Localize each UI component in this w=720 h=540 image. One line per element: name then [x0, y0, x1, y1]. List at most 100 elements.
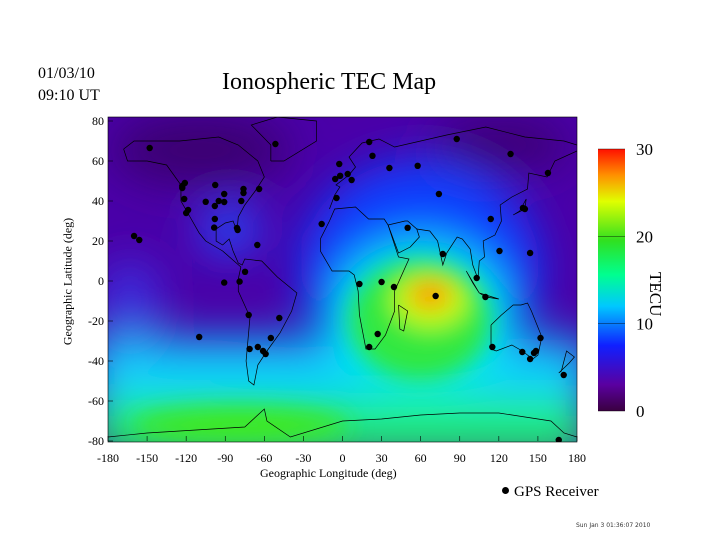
- gps-receiver-point: [348, 176, 355, 184]
- colorbar: [598, 149, 625, 411]
- coastline: [320, 206, 410, 350]
- gps-receiver-point: [507, 150, 514, 158]
- colorbar-tick-label: 0: [636, 402, 645, 421]
- y-tick-label: -40: [88, 354, 104, 368]
- gps-receiver-point: [130, 232, 138, 240]
- gps-receiver-point: [432, 292, 439, 300]
- coastline: [387, 220, 420, 254]
- gps-receiver-point: [414, 162, 421, 169]
- gps-receiver-point: [179, 184, 186, 192]
- y-tick-label: 60: [92, 154, 104, 168]
- gps-receiver-point: [374, 330, 381, 338]
- gps-receiver-point: [344, 170, 351, 178]
- gps-receiver-point: [238, 197, 245, 205]
- gps-receiver-point: [532, 347, 540, 355]
- gps-receiver-point: [336, 160, 343, 168]
- gps-receiver-point: [181, 195, 188, 203]
- x-tick-label: 120: [490, 451, 508, 465]
- gps-receiver-point: [336, 172, 344, 179]
- gps-receiver-point: [254, 343, 262, 351]
- x-tick-label: 60: [415, 451, 427, 465]
- generated-timestamp: Sun Jan 3 01:36:07 2010: [576, 522, 651, 529]
- x-tick-label: -150: [136, 451, 158, 465]
- gps-receiver-point: [369, 152, 376, 159]
- coastline: [398, 304, 409, 332]
- coastline: [108, 408, 577, 438]
- legend-label: GPS Receiver: [514, 484, 599, 500]
- x-tick-label: -60: [256, 451, 272, 465]
- gps-receiver-point: [333, 194, 340, 202]
- y-tick-label: 80: [92, 114, 104, 128]
- gps-receiver-point: [453, 135, 460, 143]
- coastline: [490, 302, 543, 360]
- legend: GPS Receiver: [502, 484, 599, 501]
- gps-receiver-point: [526, 355, 534, 363]
- gps-receiver-point: [318, 220, 325, 228]
- y-tick-label: -60: [88, 394, 104, 408]
- gps-receiver-point: [487, 215, 494, 223]
- gps-receiver-point: [215, 197, 222, 205]
- colorbar-tick-label: 20: [636, 227, 653, 246]
- gps-receiver-point: [211, 215, 219, 223]
- gps-receiver-point: [521, 205, 529, 213]
- gps-receiver-point: [378, 278, 385, 286]
- gps-receiver-point: [267, 334, 275, 342]
- chart-title: Ionospheric TEC Map: [222, 69, 437, 95]
- x-tick-label: -180: [97, 451, 119, 465]
- gps-receiver-point: [366, 138, 373, 146]
- gps-receiver-point: [555, 436, 562, 442]
- gps-receiver-point: [136, 236, 143, 244]
- y-tick-label: 0: [98, 274, 104, 288]
- gps-receiver-point: [221, 190, 228, 198]
- gps-receiver-point: [234, 226, 241, 234]
- x-tick-label: -90: [217, 451, 233, 465]
- x-tick-label: -120: [175, 451, 197, 465]
- gps-receiver-point: [496, 247, 503, 255]
- gps-receiver-point: [404, 224, 411, 231]
- coastline: [479, 292, 499, 300]
- x-tick-label: -30: [295, 451, 311, 465]
- gps-receiver-point: [241, 268, 249, 275]
- gps-receiver-point: [544, 169, 552, 177]
- gps-receivers: [130, 135, 567, 442]
- gps-receiver-point: [560, 371, 567, 379]
- time-label: 09:10 UT: [38, 87, 100, 104]
- gps-receiver-point: [182, 209, 190, 217]
- gps-receiver-point: [390, 283, 398, 291]
- gps-receiver-point: [519, 348, 526, 356]
- y-tick-label: 40: [92, 194, 104, 208]
- x-tick-label: 150: [529, 451, 547, 465]
- gps-receiver-point: [262, 350, 269, 358]
- gps-receiver-point: [221, 279, 228, 286]
- colorbar-label: TECU: [646, 272, 665, 317]
- plot-frame: [107, 116, 578, 443]
- coastline: [465, 270, 480, 294]
- y-tick-label: -80: [88, 434, 104, 448]
- gps-receiver-point: [212, 181, 219, 189]
- gps-receiver-point: [386, 164, 393, 172]
- gps-receiver-point: [236, 278, 243, 285]
- gps-receiver-point: [210, 224, 218, 231]
- y-tick-label: -20: [88, 314, 104, 328]
- coastline: [558, 350, 575, 374]
- coastline: [416, 150, 577, 280]
- gps-receiver-point: [246, 345, 253, 353]
- gps-receiver-point: [255, 185, 263, 193]
- colorbar-tick-label: 10: [636, 315, 653, 334]
- gps-receiver-point: [435, 190, 443, 198]
- gps-receiver-point: [202, 198, 209, 205]
- gps-receiver-point: [473, 274, 480, 282]
- gps-receiver-point: [240, 189, 247, 197]
- tec-field: [108, 117, 577, 442]
- gps-receiver-point: [439, 250, 447, 258]
- x-axis-label: Geographic Longitude (deg): [260, 466, 397, 480]
- gps-receiver-point: [526, 249, 534, 257]
- gps-receiver-marker-icon: [502, 487, 509, 494]
- x-tick-label: 30: [376, 451, 388, 465]
- coastline: [250, 117, 317, 162]
- gps-receiver-point: [482, 293, 489, 301]
- coastline: [512, 198, 527, 216]
- gps-receiver-point: [146, 144, 153, 152]
- y-tick-label: 20: [92, 234, 104, 248]
